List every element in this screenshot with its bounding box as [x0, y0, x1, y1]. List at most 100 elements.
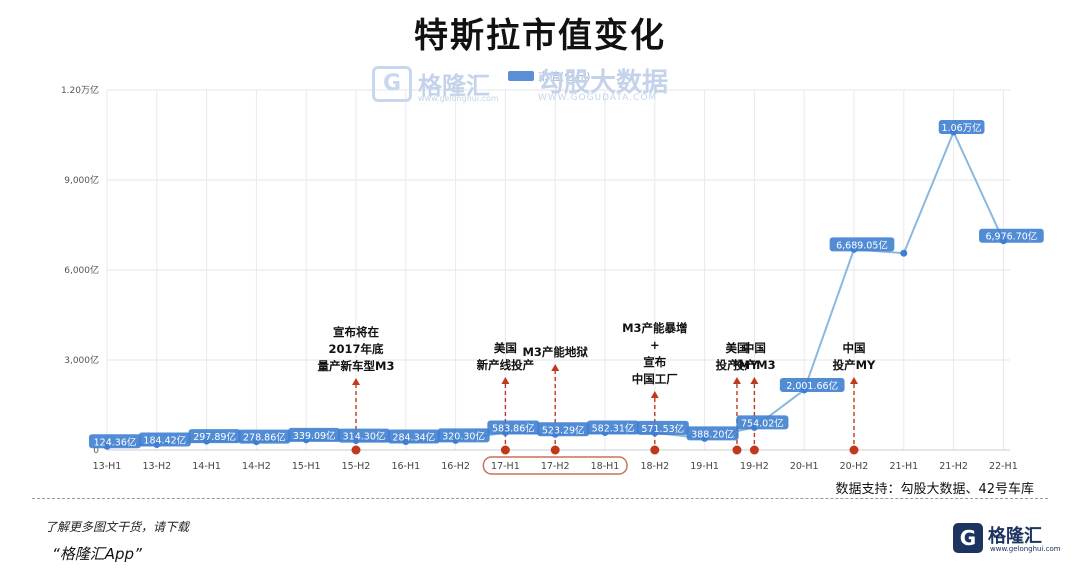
y-tick-label: 3,000亿: [64, 354, 99, 366]
data-label-bg: [337, 428, 391, 443]
data-label-bg: [779, 377, 845, 392]
highlight-range-box: [482, 456, 628, 475]
event-annotation-text: 量产新车型M3: [318, 359, 395, 373]
data-label: 582.31亿: [592, 423, 635, 435]
data-label: 388.20亿: [691, 428, 734, 440]
data-point: [900, 249, 908, 257]
data-label-bg: [387, 429, 440, 444]
event-annotation-text: 中国工厂: [632, 372, 678, 386]
data-label-bg: [288, 427, 341, 442]
legend-swatch: [508, 71, 534, 81]
y-tick-label: 9,000亿: [64, 174, 99, 186]
x-tick-label: 13-H1: [93, 461, 122, 472]
brand-logo-icon: G: [953, 523, 983, 553]
y-tick-label: 6,000亿: [64, 264, 99, 276]
footer-prompt: 了解更多图文干货，请下载: [45, 520, 190, 534]
data-label-bg: [686, 426, 739, 441]
data-label-bg: [437, 428, 490, 443]
event-annotation-text: M3产能暴增: [622, 321, 687, 335]
data-label: 1.06万亿: [942, 122, 982, 134]
x-tick-label: 17-H1: [491, 461, 520, 472]
data-label: 523.29亿: [542, 424, 585, 436]
data-label: 124.36亿: [94, 436, 137, 448]
watermark-left-url: www.gelonghui.com: [418, 94, 499, 103]
data-label-bg: [979, 228, 1044, 243]
data-source-note: 数据支持：勾股大数据、42号车库: [835, 482, 1034, 497]
event-marker: [749, 445, 759, 455]
data-label-bg: [736, 415, 789, 430]
event-arrow-head: [551, 364, 560, 371]
line-chart: 0 3,000亿 6,000亿 9,000亿 1.20万亿 13-H1 13-H2 14-H1…: [61, 84, 1044, 475]
x-tick-label: 20-H2: [840, 461, 869, 472]
event-arrow-head: [850, 377, 858, 384]
watermark-right-name: 勾股大数据: [538, 68, 669, 98]
data-label: 583.86亿: [492, 422, 535, 434]
event-arrow-head: [352, 378, 360, 385]
data-label: 6,689.05亿: [836, 239, 888, 251]
data-label: 339.09亿: [293, 430, 336, 442]
x-tick-label: 21-H2: [939, 461, 968, 472]
x-tick-label: 16-H1: [391, 461, 420, 472]
x-tick-label: 14-H2: [242, 461, 271, 472]
x-tick-label: 16-H2: [441, 461, 470, 472]
data-label-bg: [138, 432, 191, 447]
data-label-bg: [88, 434, 142, 449]
data-label-bg: [829, 237, 895, 252]
event-arrow-head: [732, 377, 741, 384]
x-tick-label: 17-H2: [541, 461, 570, 472]
watermark-logo-icon: G: [372, 66, 412, 102]
data-label-bg: [938, 120, 985, 134]
data-label: 2,001.66亿: [786, 380, 838, 392]
x-tick-label: 18-H2: [640, 461, 669, 472]
x-tick-label: 20-H1: [790, 461, 819, 472]
legend-label: 市值(亿元): [538, 70, 591, 83]
footer-app-name: “格隆汇App”: [52, 545, 142, 563]
event-annotation-text: 美国: [494, 341, 517, 355]
event-annotation-text: 中国: [743, 341, 766, 355]
event-marker: [732, 445, 742, 455]
data-label: 314.30亿: [343, 431, 386, 443]
dashed-divider: [32, 498, 1048, 499]
watermark-left-name: 格隆汇: [418, 72, 490, 100]
data-label-bg: [487, 420, 540, 435]
x-tick-label: 13-H2: [142, 461, 171, 472]
event-annotation-text: +: [650, 338, 660, 352]
event-marker: [500, 445, 510, 455]
data-label: 754.02亿: [741, 417, 784, 429]
x-tick-label: 14-H1: [192, 461, 221, 472]
data-label-bg: [537, 422, 590, 437]
event-arrow-head: [750, 377, 759, 384]
y-tick-label: 0: [93, 446, 99, 456]
event-marker: [550, 445, 560, 455]
event-annotation-text: 2017年底: [328, 342, 384, 356]
data-label: 320.30亿: [442, 430, 485, 442]
chart-title: 特斯拉市值变化: [414, 16, 666, 56]
data-label-bg: [636, 420, 689, 435]
data-label-bg: [238, 429, 291, 444]
x-tick-label: 19-H1: [690, 461, 719, 472]
data-label-bg: [586, 420, 640, 435]
x-tick-label: 15-H2: [342, 461, 371, 472]
brand-name: 格隆汇: [988, 526, 1042, 547]
x-tick-label: 15-H1: [292, 461, 321, 472]
watermark-right-url: WWW.GOGUDATA.COM: [538, 93, 658, 103]
data-label: 571.53亿: [641, 423, 684, 435]
data-label: 184.42亿: [143, 434, 186, 446]
event-annotation-text: 宣布将在: [333, 325, 379, 339]
event-annotation-text: 投产M3: [733, 358, 775, 372]
x-tick-label: 21-H1: [889, 461, 918, 472]
x-tick-label: 19-H2: [740, 461, 769, 472]
data-label: 284.34亿: [392, 431, 435, 443]
event-annotation-text: 投产MY: [716, 358, 759, 372]
event-annotation-text: 投产MY: [833, 358, 876, 372]
x-tick-label: 18-H1: [591, 461, 620, 472]
event-arrow-head: [501, 377, 510, 384]
x-tick-label: 22-H1: [989, 461, 1018, 472]
event-marker: [650, 445, 660, 455]
data-label: 278.86亿: [243, 432, 286, 444]
brand-url: www.gelonghui.com: [990, 545, 1061, 553]
event-annotation-text: 中国: [843, 341, 866, 355]
event-annotation-text: M3产能地狱: [522, 345, 588, 359]
y-tick-label: 1.20万亿: [61, 84, 99, 96]
event-annotation-text: 新产线投产: [477, 358, 535, 372]
